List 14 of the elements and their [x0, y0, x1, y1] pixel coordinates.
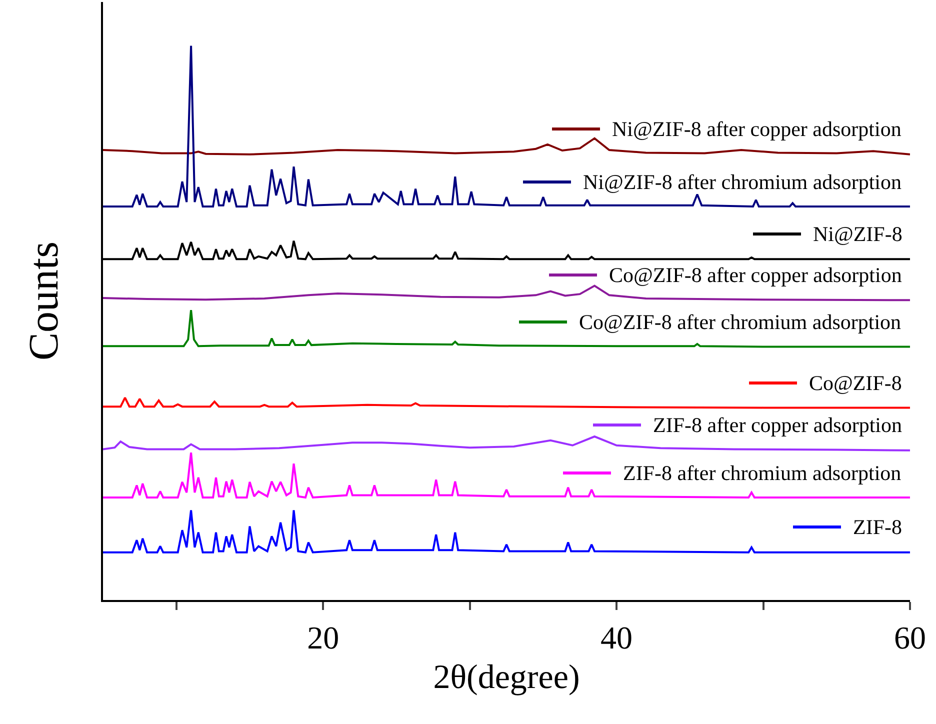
legend-label: ZIF-8 after chromium adsorption: [623, 461, 902, 485]
legend-label: Ni@ZIF-8 after copper adsorption: [612, 117, 902, 141]
legend-label: ZIF-8: [853, 515, 902, 539]
y-axis-title: Counts: [21, 241, 68, 361]
legend-label: Co@ZIF-8: [809, 371, 902, 395]
x-tick-label: 60: [894, 619, 926, 656]
legend-label: ZIF-8 after copper adsorption: [653, 413, 902, 437]
x-axis-title: 2θ(degree): [433, 659, 580, 696]
legend-label: Co@ZIF-8 after chromium adsorption: [579, 310, 902, 334]
x-tick-label: 20: [307, 619, 340, 656]
legend-label: Ni@ZIF-8 after chromium adsorption: [583, 170, 902, 194]
legend-label: Ni@ZIF-8: [813, 222, 902, 246]
legend-label: Co@ZIF-8 after copper adsorption: [609, 263, 902, 287]
x-tick-label: 40: [600, 619, 633, 656]
